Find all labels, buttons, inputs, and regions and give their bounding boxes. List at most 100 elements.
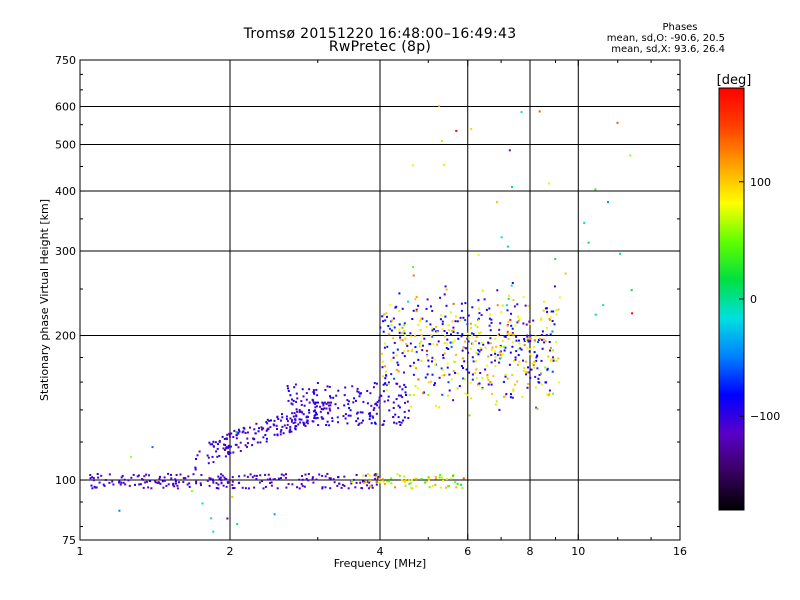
echo-point (552, 357, 555, 360)
echo-point (383, 313, 386, 316)
echo-point (486, 374, 489, 376)
echo-point (450, 477, 453, 480)
echo-point (218, 454, 221, 457)
echo-point (154, 481, 157, 484)
echo-point (398, 323, 401, 326)
echo-point (226, 433, 229, 436)
echo-point (416, 387, 419, 390)
echo-points (89, 104, 634, 533)
echo-point (478, 350, 481, 353)
echo-point (300, 410, 303, 413)
echo-point (315, 413, 318, 416)
echo-point (194, 468, 197, 471)
echo-point (119, 483, 122, 486)
echo-point (360, 487, 363, 489)
echo-point (484, 368, 487, 371)
echo-point (494, 356, 497, 359)
echo-point (212, 461, 215, 464)
echo-point (495, 345, 498, 348)
echo-point (103, 484, 106, 487)
echo-point (313, 392, 316, 395)
echo-point (374, 477, 377, 480)
echo-point (506, 377, 509, 380)
echo-point (471, 334, 474, 337)
echo-point (454, 361, 457, 363)
echo-point (270, 481, 273, 484)
echo-point (425, 326, 428, 328)
echo-point (293, 386, 296, 389)
echo-point (176, 484, 179, 487)
echo-point (236, 523, 239, 526)
echo-point (127, 479, 130, 482)
echo-point (285, 418, 288, 420)
echo-point (229, 445, 232, 448)
echo-point (289, 428, 292, 431)
echo-point (398, 474, 401, 477)
echo-point (478, 312, 481, 315)
echo-point (275, 424, 278, 427)
echo-point (431, 373, 434, 376)
echo-point (392, 337, 395, 340)
echo-point (419, 317, 422, 320)
echo-point (401, 396, 404, 399)
echo-point (399, 424, 402, 426)
echo-point (526, 371, 529, 374)
echo-point (343, 475, 346, 478)
echo-point (425, 349, 428, 352)
echo-point (350, 479, 353, 482)
echo-point (390, 324, 393, 327)
echo-point (148, 474, 150, 477)
echo-point (368, 474, 371, 477)
echo-point (346, 399, 349, 402)
echo-point (510, 332, 512, 335)
echo-point (431, 356, 434, 359)
echo-point (269, 477, 272, 480)
echo-point (216, 455, 219, 458)
echo-point (412, 266, 414, 269)
echo-point (253, 486, 256, 489)
y-tick-label: 750 (55, 54, 76, 67)
echo-point (237, 432, 240, 435)
echo-point (518, 317, 521, 320)
echo-point (438, 376, 441, 379)
echo-point (415, 478, 418, 481)
echo-point (523, 339, 526, 342)
echo-point (141, 478, 143, 481)
echo-point (306, 422, 309, 425)
echo-point (462, 367, 464, 369)
echo-point (159, 475, 161, 478)
echo-point (422, 392, 425, 395)
echo-point (548, 392, 551, 395)
echo-point (405, 394, 407, 396)
echo-point (544, 307, 547, 310)
echo-point (235, 433, 238, 436)
echo-point (212, 481, 215, 484)
echo-point (235, 437, 238, 440)
echo-point (325, 403, 328, 405)
echo-point (482, 343, 485, 346)
echo-point (90, 484, 93, 487)
echo-point (343, 404, 346, 407)
echo-point (264, 485, 267, 488)
echo-point (451, 341, 454, 344)
echo-point (267, 473, 270, 476)
echo-point (130, 455, 133, 458)
echo-point (403, 416, 406, 419)
echo-point (268, 419, 271, 422)
echo-point (393, 421, 395, 424)
echo-point (378, 406, 381, 409)
echo-point (290, 402, 293, 405)
echo-point (441, 320, 444, 323)
echo-point (102, 483, 105, 486)
echo-point (425, 320, 428, 323)
echo-point (186, 483, 189, 486)
echo-point (540, 334, 543, 336)
echo-point (523, 344, 526, 347)
echo-point (436, 331, 439, 334)
echo-point (494, 352, 497, 355)
echo-point (387, 399, 390, 402)
echo-point (407, 409, 410, 412)
echo-point (395, 354, 398, 357)
echo-point (232, 451, 235, 454)
echo-point (443, 352, 446, 355)
